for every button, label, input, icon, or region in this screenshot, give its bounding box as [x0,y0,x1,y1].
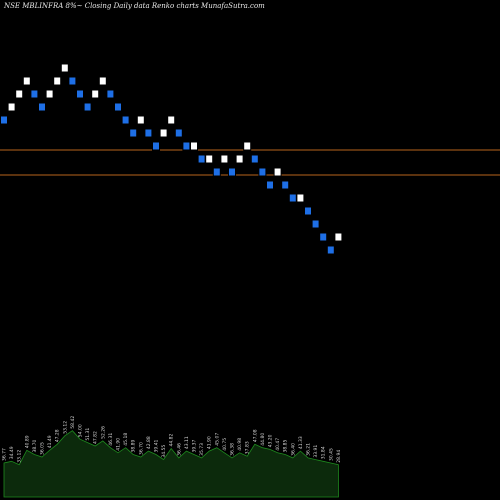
volume-label: 34.49 [9,446,15,459]
volume-label: 43.20 [268,434,274,447]
volume-label: 30.45 [328,448,334,461]
renko-brick-down [197,154,206,164]
renko-brick-down [266,180,274,190]
volume-label: 36.21 [306,443,312,456]
renko-brick-down [38,102,46,112]
volume-label: 51.31 [85,428,91,441]
renko-brick-down [0,115,8,125]
volume-label: 40.98 [237,438,243,451]
renko-brick-down [228,167,236,177]
renko-brick-down [129,128,138,138]
renko-brick-down [311,219,320,229]
volume-label: 47.08 [252,429,258,442]
renko-brick-down [106,89,115,99]
volume-label: 28.94 [336,450,342,463]
volume-label: 37.83 [245,441,251,454]
volume-label: 42.88 [146,436,152,449]
renko-brick-down [319,232,328,242]
renko-brick-up [243,141,252,151]
volume-label: 41.90 [207,436,213,449]
volume-label: 34.55 [161,445,167,458]
volume-label: 54.00 [78,424,84,437]
renko-brick-down [281,180,290,190]
renko-brick-up [159,128,168,138]
renko-brick-down [258,167,267,177]
volume-label: 40.89 [24,435,30,448]
renko-brick-up [273,167,282,177]
renko-brick-down [250,154,259,164]
volume-label: 45.07 [214,433,220,446]
volume-label: 47.82 [93,431,99,444]
volume-area-path [3,430,339,498]
renko-brick-down [152,141,160,151]
chart-title: NSE MBLINFRA 8%~ Closing Daily data Renk… [4,2,265,10]
volume-label: 36.77 [2,448,8,461]
renko-brick-down [174,128,183,138]
renko-brick-up [60,63,69,73]
renko-brick-up [98,76,107,86]
volume-label: 39.37 [192,439,198,452]
volume-label: 44.80 [260,433,266,446]
volume-area [3,430,339,498]
renko-brick-down [144,128,153,138]
volume-label: 38.89 [131,439,137,452]
volume-label: 41.90 [116,438,122,451]
renko-brick-up [205,154,214,164]
volume-label: 46.31 [108,433,114,446]
renko-brick-down [304,206,312,216]
volume-label: 44.82 [169,434,175,447]
volume-label: 39.41 [154,439,160,452]
volume-label: 40.75 [222,438,228,451]
renko-brick-up [167,115,176,125]
volume-label: 36.05 [40,442,46,455]
renko-brick-down [212,167,221,177]
renko-bricks [0,63,343,255]
renko-brick-down [30,89,39,99]
renko-brick-down [68,76,77,86]
volume-label: 33.91 [313,445,319,458]
renko-brick-up [190,141,198,151]
volume-label: 38.70 [32,439,38,452]
volume-label: 36.46 [176,443,182,456]
volume-label: 35.73 [199,443,205,456]
renko-brick-down [76,89,84,99]
volume-label: 36.70 [138,442,144,455]
volume-label: 40.47 [275,438,281,451]
volume-label: 58.42 [70,416,76,429]
renko-brick-up [15,89,24,99]
volume-label: 36.40 [290,443,296,456]
reference-lines [0,149,500,176]
renko-brick-up [296,193,305,203]
renko-brick-up [7,102,16,112]
renko-brick-up [45,89,54,99]
renko-brick-up [53,76,62,86]
volume-label: 52.26 [100,426,106,439]
renko-brick-up [334,232,343,242]
volume-label: 33.12 [17,450,23,463]
volume-label: 38.85 [283,439,289,452]
volume-label: 31.84 [321,446,327,459]
renko-brick-down [114,102,122,112]
volume-label: 53.12 [62,421,68,434]
volume-label: 36.38 [230,443,236,456]
renko-brick-up [91,89,100,99]
renko-brick-down [326,245,335,255]
volume-label: 47.28 [55,429,61,442]
volume-label: 41.49 [47,435,53,448]
volume-label: 45.18 [123,433,129,446]
renko-brick-down [182,141,191,151]
renko-brick-up [220,154,229,164]
renko-brick-down [121,115,130,125]
renko-brick-up [136,115,145,125]
volume-label: 43.11 [184,436,190,449]
renko-brick-down [288,193,297,203]
renko-brick-down [83,102,92,112]
volume-label: 41.33 [298,436,304,449]
renko-brick-up [22,76,31,86]
renko-brick-up [235,154,244,164]
